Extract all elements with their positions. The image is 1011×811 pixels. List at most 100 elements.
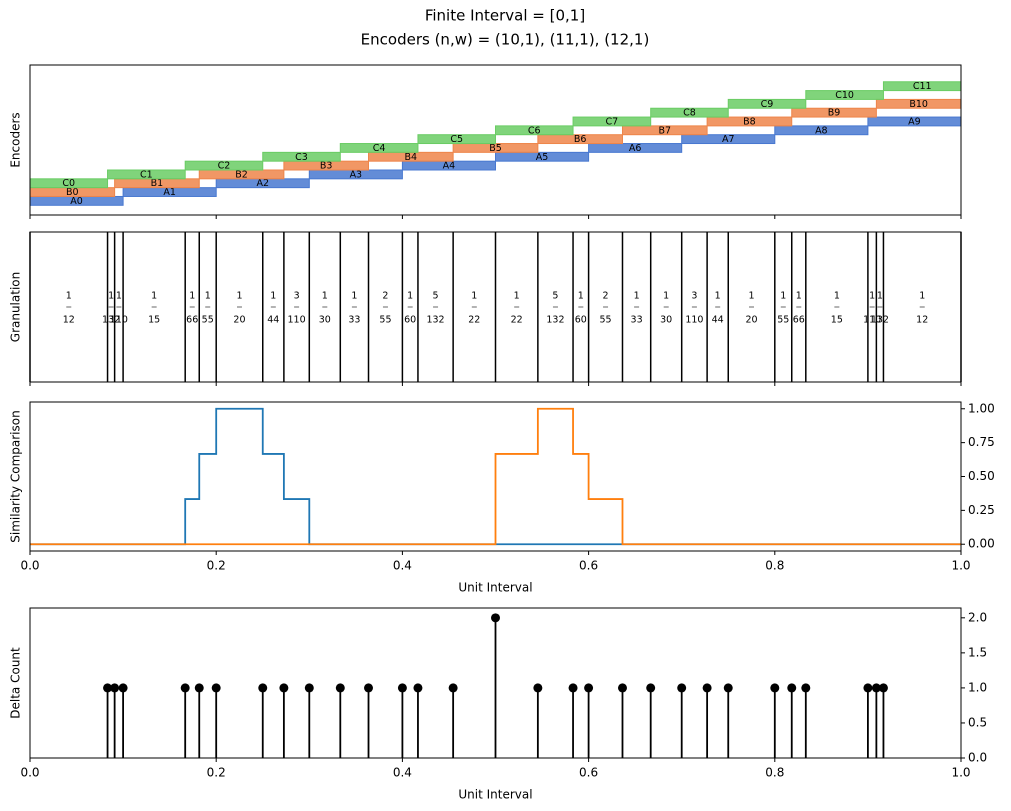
stem-marker [110, 683, 120, 693]
granule-denominator: 55 [202, 315, 214, 326]
stem-marker [617, 683, 627, 693]
stem-marker [723, 683, 733, 693]
granule-numerator: 1 [322, 291, 328, 302]
granule-denominator: 110 [288, 315, 306, 326]
stem-marker [304, 683, 314, 693]
granule-numerator: 5 [552, 291, 558, 302]
granule-numerator: 1 [236, 291, 242, 302]
bar-label: A8 [815, 125, 828, 136]
stem-marker [871, 683, 881, 693]
bar-label: C5 [450, 134, 463, 145]
bar-label: C10 [835, 90, 854, 101]
granule-denominator: 66 [793, 315, 805, 326]
y-tick-label: 0.5 [968, 715, 987, 729]
granule-denominator: 30 [660, 315, 672, 326]
stem-marker [180, 683, 190, 693]
bar-label: A9 [908, 116, 921, 127]
stem-marker [646, 683, 656, 693]
axes-frame [29, 64, 962, 216]
x-tick-label: 0.0 [20, 559, 39, 573]
granule-denominator: 55 [379, 315, 391, 326]
granule-denominator: 132 [102, 315, 120, 326]
granule-numerator: 1 [471, 291, 477, 302]
stem-marker [258, 683, 268, 693]
bar-label: C6 [528, 125, 541, 136]
bar-label: C0 [62, 178, 75, 189]
stem-marker [118, 683, 128, 693]
granule-denominator: 20 [745, 315, 757, 326]
granule-denominator: 12 [63, 315, 75, 326]
granule-numerator: 1 [116, 291, 122, 302]
stem-marker [770, 683, 780, 693]
stem-marker [335, 683, 345, 693]
granule-numerator: 1 [919, 291, 925, 302]
granule-numerator: 1 [407, 291, 413, 302]
stem-marker [584, 683, 594, 693]
interval-bar [805, 90, 884, 100]
granule-denominator: 110 [863, 315, 881, 326]
x-axis-label: Unit Interval [458, 788, 532, 802]
interval-bar [495, 151, 590, 162]
granule-numerator: 1 [189, 291, 195, 302]
chart-title: Finite Interval = [0,1] [425, 7, 585, 25]
granule-numerator: 1 [715, 291, 721, 302]
stem-marker [448, 683, 458, 693]
stem-marker [103, 683, 113, 693]
interval-bar [588, 143, 683, 153]
x-tick-label: 0.6 [579, 766, 598, 780]
granule-numerator: 1 [351, 291, 357, 302]
granule-numerator: 3 [294, 291, 300, 302]
granule-denominator: 33 [631, 315, 643, 326]
granule-numerator: 1 [663, 291, 669, 302]
bar-label: B4 [405, 152, 418, 163]
granule-denominator: 22 [511, 315, 523, 326]
bar-label: C4 [373, 143, 386, 154]
granule-denominator: 15 [831, 315, 843, 326]
granule-denominator: 110 [685, 315, 703, 326]
interval-bar [262, 151, 341, 162]
x-tick-label: 0.6 [579, 559, 598, 573]
y-axis-label: Encoders [9, 112, 23, 167]
x-tick-label: 0.2 [207, 766, 226, 780]
stem-marker [787, 683, 797, 693]
x-tick-label: 0.2 [207, 559, 226, 573]
granule-denominator: 132 [871, 315, 889, 326]
y-axis-label: Delta Count [9, 647, 23, 719]
granule-denominator: 12 [916, 315, 928, 326]
stem-marker [878, 683, 888, 693]
bar-label: A5 [536, 152, 549, 163]
interval-bar [417, 134, 496, 145]
bar-label: A7 [722, 134, 735, 145]
bar-label: A2 [256, 178, 269, 189]
y-axis-label: Similarity Comparison [9, 410, 23, 542]
y-axis-label: Granulation [9, 272, 23, 342]
granule-denominator: 60 [575, 315, 587, 326]
granule-numerator: 1 [796, 291, 802, 302]
granule-numerator: 1 [108, 291, 114, 302]
bar-label: B7 [659, 125, 672, 136]
x-tick-label: 1.0 [951, 559, 970, 573]
y-tick-label: 0.75 [968, 435, 995, 449]
granule-numerator: 1 [834, 291, 840, 302]
granule-numerator: 1 [749, 291, 755, 302]
bar-label: A6 [629, 143, 642, 154]
interval-bar [706, 116, 793, 127]
series-line [30, 407, 961, 546]
granule-denominator: 55 [777, 315, 789, 326]
bar-label: B2 [235, 169, 248, 180]
granule-denominator: 55 [599, 315, 611, 326]
interval-bar [727, 98, 807, 109]
stem-marker [364, 683, 374, 693]
interval-bar [621, 125, 708, 136]
granule-denominator: 60 [404, 315, 416, 326]
granule-denominator: 132 [546, 315, 564, 326]
y-tick-label: 2.0 [968, 610, 987, 624]
interval-bar [572, 116, 652, 127]
interval-bar [107, 169, 186, 180]
x-tick-label: 0.8 [765, 766, 784, 780]
interval-bar [495, 125, 574, 136]
granule-numerator: 1 [151, 291, 157, 302]
granule-denominator: 66 [186, 315, 198, 326]
granule-numerator: 3 [691, 291, 697, 302]
